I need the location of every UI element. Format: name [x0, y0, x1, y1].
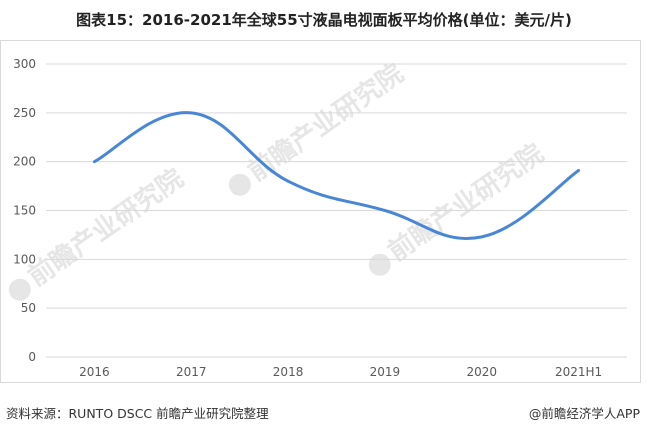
y-tick-label: 200	[13, 155, 36, 169]
y-tick-label: 50	[21, 301, 36, 315]
y-tick-label: 100	[13, 252, 36, 266]
x-tick-label: 2020	[466, 365, 497, 379]
y-tick-label: 0	[28, 350, 36, 364]
x-tick-label: 2017	[176, 365, 207, 379]
x-tick-label: 2019	[370, 365, 401, 379]
brand-credit: @前瞻经济学人APP	[528, 406, 640, 421]
y-tick-label: 150	[13, 204, 36, 218]
x-tick-label: 2016	[79, 365, 110, 379]
y-tick-label: 250	[13, 106, 36, 120]
x-tick-label: 2018	[273, 365, 304, 379]
y-tick-label: 300	[13, 57, 36, 71]
chart-frame	[0, 40, 641, 383]
x-tick-label: 2021H1	[555, 365, 602, 379]
chart-title: 图表15：2016-2021年全球55寸液晶电视面板平均价格(单位：美元/片)	[76, 11, 572, 29]
source-note: 资料来源：RUNTO DSCC 前瞻产业研究院整理	[6, 406, 269, 421]
series-line	[92, 111, 581, 240]
